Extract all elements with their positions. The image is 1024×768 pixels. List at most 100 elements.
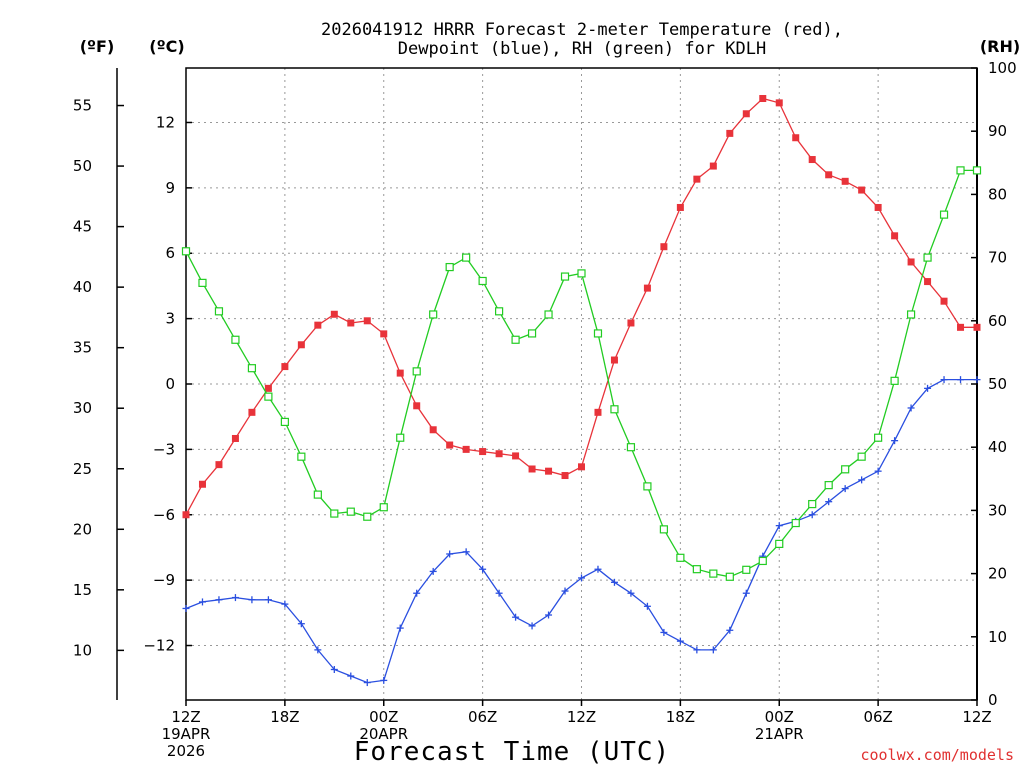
rh-tick-label: 50 (988, 375, 1007, 393)
rh-point (231, 335, 240, 344)
x-tick-label: 20APR (359, 725, 408, 743)
temperature-point (495, 450, 503, 458)
dewpoint-point (413, 589, 421, 597)
rh-point (874, 433, 883, 442)
rh-point (906, 310, 916, 319)
dewpoint-point (891, 437, 899, 445)
temperature-point (825, 171, 833, 179)
temperature-point (561, 472, 569, 480)
rh-point (972, 166, 982, 175)
temperature-point (347, 319, 355, 327)
dewpoint-point (808, 511, 816, 519)
dewpoint-point (429, 567, 437, 575)
rh-tick-label: 30 (988, 501, 1007, 519)
temperature-point (874, 203, 882, 211)
dewpoint-point (264, 596, 272, 604)
rh-point (824, 481, 833, 490)
temperature-point (858, 186, 866, 194)
dewpoint-point (528, 622, 536, 630)
rh-point (280, 417, 289, 427)
dewpoint-point (396, 624, 404, 632)
x-tick-label: 12Z (171, 708, 200, 726)
rh-point (445, 262, 454, 272)
rh-tick-label: 20 (988, 565, 1007, 583)
temperature-point (660, 243, 668, 251)
dewpoint-point (446, 550, 454, 558)
temperature-point (578, 463, 585, 471)
rh-point (643, 482, 652, 491)
rh-tick-label: 10 (988, 628, 1007, 646)
temperature-point (429, 426, 437, 434)
temperature-point (907, 258, 915, 266)
x-tick-label: 21APR (755, 725, 804, 743)
rh-point (709, 569, 718, 578)
celsius-tick-label: 12 (156, 113, 175, 131)
rh-tick-label: 80 (988, 185, 1007, 203)
dewpoint-point (363, 679, 371, 687)
rh-point (923, 253, 932, 262)
rh-point (775, 539, 784, 548)
temperature-point (413, 402, 421, 410)
celsius-tick-label: −6 (153, 506, 175, 524)
temperature-point (940, 297, 948, 305)
rh-point (692, 565, 701, 574)
x-tick-label: 12Z (567, 708, 596, 726)
fahrenheit-tick-label: 45 (73, 218, 92, 236)
rh-point (495, 307, 504, 316)
dewpoint-point (940, 376, 948, 384)
fahrenheit-tick-label: 25 (73, 460, 92, 478)
temperature-point (182, 511, 190, 519)
rh-point (758, 556, 767, 566)
rh-point (676, 553, 685, 562)
dewpoint-point (973, 376, 981, 384)
rh-tick-label: 0 (988, 691, 998, 709)
temperature-point (676, 203, 684, 211)
dewpoint-point (561, 587, 569, 595)
dewpoint-point (347, 672, 355, 680)
dewpoint-point (479, 565, 487, 573)
dewpoint-point (924, 384, 932, 392)
dewpoint-point (858, 476, 866, 484)
dewpoint-point (545, 611, 553, 619)
dewpoint-point (825, 498, 833, 506)
temperature-point (264, 384, 272, 392)
dewpoint-point (495, 589, 503, 597)
temperature-point (792, 134, 800, 142)
dewpoint-point (660, 628, 668, 636)
temperature-point (957, 323, 965, 331)
rh-point (264, 392, 273, 401)
fahrenheit-tick-label: 55 (73, 97, 92, 115)
x-tick-label: 2026 (167, 742, 205, 760)
rh-point (577, 269, 586, 278)
x-axis-title: Forecast Time (UTC) (354, 737, 670, 767)
temperature-point (512, 452, 520, 460)
dewpoint-point (231, 594, 239, 602)
dewpoint-point (512, 613, 520, 621)
rh-point (198, 278, 207, 287)
fahrenheit-tick-label: 15 (73, 581, 92, 599)
temperature-point (775, 99, 783, 107)
rh-point (841, 465, 850, 474)
rh-tick-label: 60 (988, 312, 1007, 330)
celsius-tick-label: 3 (165, 310, 175, 328)
temperature-point (396, 369, 404, 377)
x-tick-label: 18Z (270, 708, 299, 726)
rh-point (297, 452, 306, 461)
rh-point (214, 307, 224, 316)
dewpoint-point (297, 620, 305, 628)
x-tick-label: 06Z (468, 708, 497, 726)
celsius-unit-label: (ºC) (149, 37, 184, 56)
fahrenheit-tick-label: 35 (73, 339, 92, 357)
x-tick-label: 00Z (369, 708, 398, 726)
dewpoint-point (594, 565, 602, 573)
rh-point (742, 565, 751, 574)
fahrenheit-tick-label: 20 (73, 520, 92, 538)
temperature-point (693, 175, 701, 183)
dewpoint-point (578, 574, 585, 582)
temperature-point (924, 278, 932, 286)
dewpoint-point (380, 676, 388, 684)
dewpoint-point (248, 596, 256, 604)
rh-point (363, 512, 372, 521)
rh-point (527, 329, 537, 338)
